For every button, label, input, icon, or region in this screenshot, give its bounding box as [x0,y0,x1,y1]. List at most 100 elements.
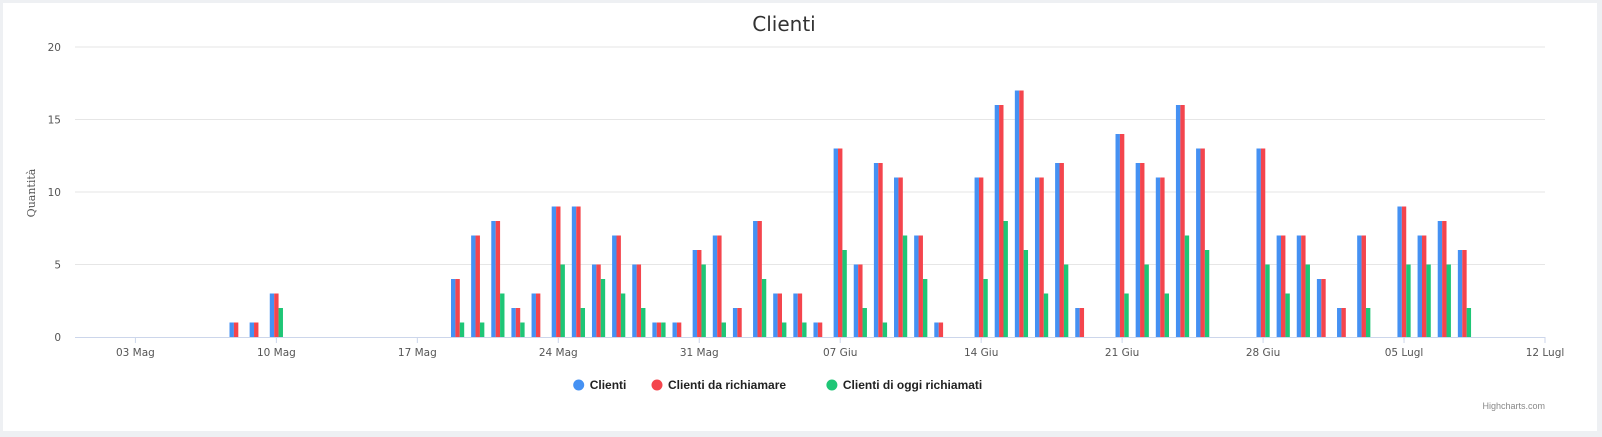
legend-label: Clienti da richiamare [668,378,786,392]
legend-item[interactable]: Clienti da richiamare [651,378,787,392]
bar [1276,235,1282,337]
bar [551,206,557,337]
legend[interactable]: Clienti Clienti da richiamare Clienti di o… [573,378,982,392]
bar [1442,221,1447,337]
bar [451,279,456,337]
bar [580,308,586,337]
bar [802,322,807,337]
bar [1079,308,1085,337]
bar [531,293,536,337]
bar [918,235,923,337]
bar [934,322,939,337]
bar [697,250,702,337]
bar [1337,308,1342,337]
bar [817,322,823,337]
bar [1281,235,1286,337]
legend-item[interactable]: Clienti [573,378,626,392]
bar [556,206,561,337]
bar [249,322,255,337]
bar [692,250,698,337]
bar [732,308,738,337]
bar [1437,221,1443,337]
y-tick-label: 0 [54,332,61,344]
bar [1200,148,1205,337]
bar [636,264,642,337]
bar [1175,105,1181,337]
bar [274,293,279,337]
bar [278,308,283,337]
x-tick-label: 24 Mag [539,347,578,359]
bar [1406,264,1411,337]
bar [1260,148,1266,337]
bar [1124,293,1129,337]
x-tick-label: 03 Mag [116,347,155,359]
chart-card: 03 Mag 10 Mag 17 Mag 24 Mag 31 Mag 07 Giu 14 G… [3,3,1597,431]
x-tick-label: 12 Lugl [1526,347,1565,359]
bar [479,322,485,337]
bar [1055,163,1060,337]
bar [1357,235,1362,337]
legend-symbol [651,379,663,391]
bar [1144,264,1149,337]
bar [1256,148,1261,337]
x-tick-label: 17 Mag [398,347,437,359]
bar [1446,264,1451,337]
bar [902,235,908,337]
bar [1204,250,1210,337]
bar [882,322,888,337]
bar [475,235,480,337]
legend-item[interactable]: Clienti di oggi richiamati [826,378,982,392]
bar [1296,235,1302,337]
x-tick-label: 14 Giu [964,347,998,359]
x-axis: 03 Mag 10 Mag 17 Mag 24 Mag 31 Mag 07 Giu 14 G… [75,337,1564,359]
bar [1285,293,1290,337]
bar [1417,235,1422,337]
bar [1180,105,1185,337]
bar [1135,163,1141,337]
legend-symbol [573,379,585,391]
bar-series [229,90,1472,337]
bar [1075,308,1080,337]
bar [721,322,726,337]
credits-link[interactable]: Highcharts.com [1482,401,1545,411]
bar [1457,250,1463,337]
bar [894,177,899,337]
bar [1316,279,1322,337]
bar [1466,308,1472,337]
bar [1462,250,1467,337]
bar [1265,264,1270,337]
bar [793,293,798,337]
bar [1160,177,1165,337]
bar [571,206,577,337]
bar [1014,90,1020,337]
bar [471,235,476,337]
bar [1140,163,1145,337]
plot-background [3,3,1597,431]
bar [717,235,722,337]
clienti-chart: 03 Mag 10 Mag 17 Mag 24 Mag 31 Mag 07 Giu 14 G… [3,3,1597,431]
bar [999,105,1004,337]
bar [1063,264,1069,337]
bar [838,148,843,337]
legend-label: Clienti di oggi richiamati [843,378,982,392]
bar [873,163,879,337]
x-tick-label: 21 Giu [1105,347,1139,359]
bar [1039,177,1044,337]
legend-symbol [826,379,838,391]
bar [914,235,919,337]
chart-title: Clienti [752,12,815,36]
bar [632,264,637,337]
bar [229,322,234,337]
bar [1321,279,1326,337]
bar [994,105,1000,337]
bar [1301,235,1306,337]
bar [596,264,601,337]
bar [576,206,581,337]
bar [661,322,666,337]
bar [254,322,259,337]
bar [757,221,762,337]
y-axis-title: Quantità [25,168,38,217]
bar [1341,308,1346,337]
bar [1365,308,1371,337]
bar [1115,134,1120,337]
